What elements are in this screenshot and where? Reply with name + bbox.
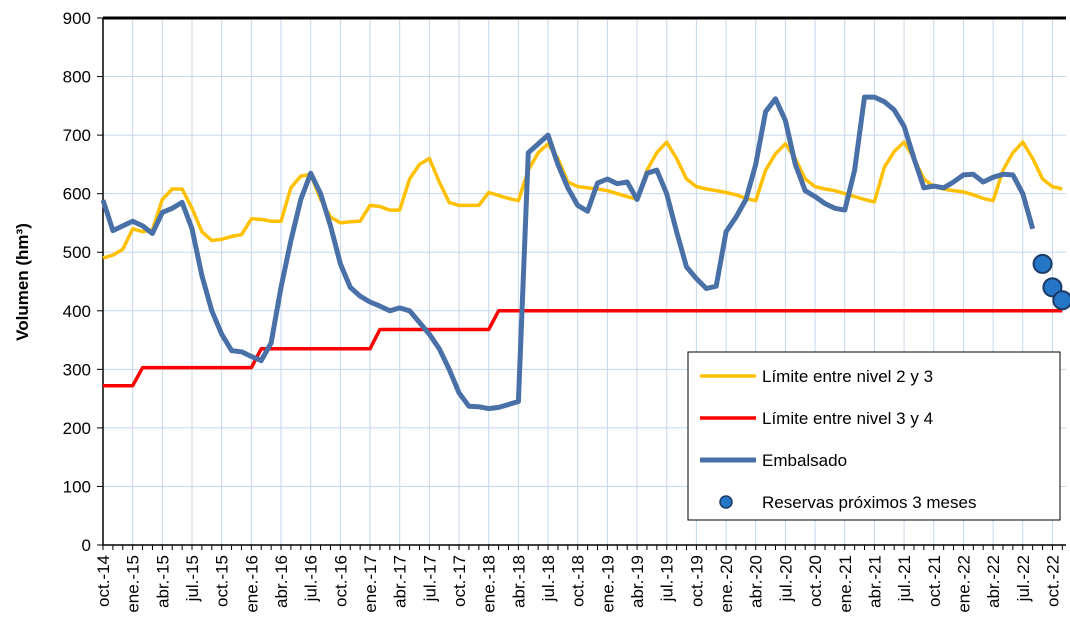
y-tick-label: 700 [63,126,91,145]
x-tick-label: oct.-20 [806,555,825,607]
y-tick-label: 0 [82,536,91,555]
x-tick-label: ene.-21 [836,555,855,613]
x-tick-label: jul.-19 [658,555,677,602]
x-tick-label: oct.-17 [450,555,469,607]
x-tick-label: abr.-21 [865,555,884,608]
x-tick-label: ene.-20 [717,555,736,613]
x-tick-label: abr.-17 [391,555,410,608]
x-tick-label: abr.-15 [153,555,172,608]
x-tick-label: jul.-15 [183,555,202,602]
x-tick-label: jul.-22 [1014,555,1033,602]
x-tick-label: abr.-22 [984,555,1003,608]
x-tick-label: ene.-16 [242,555,261,613]
x-tick-label: oct.-19 [687,555,706,607]
x-tick-label: jul.-21 [895,555,914,602]
legend-label: Límite entre nivel 3 y 4 [762,409,933,428]
y-axis-label: Volumen (hm³) [13,223,32,341]
legend-box [687,351,1061,521]
y-tick-label: 200 [63,419,91,438]
y-tick-label: 600 [63,185,91,204]
x-tick-label: oct.-14 [94,555,113,607]
x-tick-label: abr.-18 [509,555,528,608]
series-line [100,94,1036,412]
x-tick-label: oct.-22 [1043,555,1062,607]
x-tick-label: oct.-18 [569,555,588,607]
x-tick-label: jul.-17 [420,555,439,602]
x-tick-label: abr.-16 [272,555,291,608]
x-tick-label: abr.-19 [628,555,647,608]
series-line [102,140,1063,260]
x-tick-label: abr.-20 [747,555,766,608]
reserve-point [1052,290,1070,311]
legend-label: Embalsado [762,451,847,470]
y-tick-label: 500 [63,243,91,262]
legend-label: Reservas próximos 3 meses [762,493,976,512]
x-tick-label: oct.-16 [331,555,350,607]
y-tick-label: 900 [63,9,91,28]
x-tick-label: ene.-18 [480,555,499,613]
x-tick-label: ene.-22 [954,555,973,613]
x-tick-label: ene.-17 [361,555,380,613]
y-tick-label: 800 [63,68,91,87]
y-tick-label: 400 [63,302,91,321]
x-tick-label: jul.-16 [302,555,321,602]
legend-marker [719,495,733,509]
legend-label: Límite entre nivel 2 y 3 [762,367,933,386]
x-tick-label: jul.-18 [539,555,558,602]
x-tick-label: jul.-20 [776,555,795,602]
x-tick-label: oct.-21 [925,555,944,607]
x-tick-label: ene.-15 [124,555,143,613]
series-line [103,309,1063,388]
y-tick-label: 300 [63,360,91,379]
x-tick-label: oct.-15 [213,555,232,607]
reserve-point [1032,253,1053,274]
y-tick-label: 100 [63,477,91,496]
x-tick-label: ene.-19 [598,555,617,613]
